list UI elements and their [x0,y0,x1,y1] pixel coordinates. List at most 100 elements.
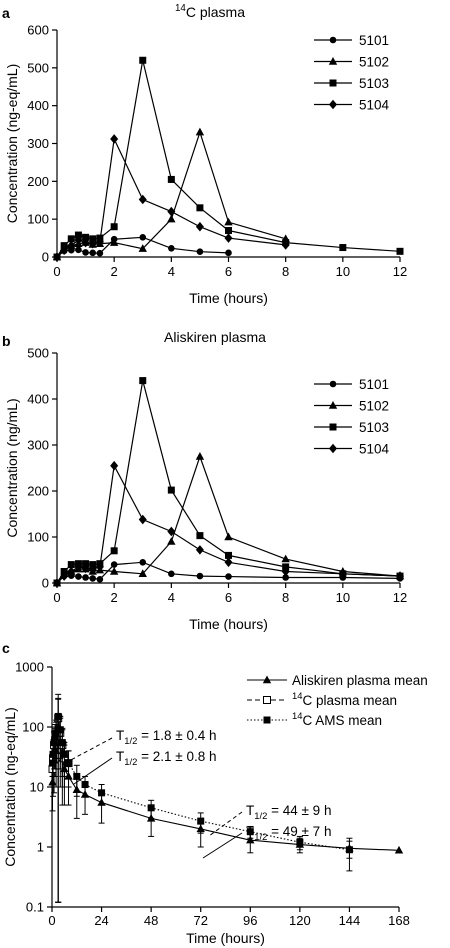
data-point [50,739,58,747]
data-point [49,750,57,758]
x-tick-label: 2 [111,590,118,605]
data-point [138,244,147,252]
x-tick-label: 10 [336,590,350,605]
x-tick-label: 10 [336,264,350,279]
legend-entry: 5103 [314,420,389,435]
data-point [96,576,104,583]
y-tick-label: 1 [37,840,44,855]
y-axis-label: Concentration (ng-eq/mL) [2,707,18,867]
x-tick-label: 4 [168,264,175,279]
data-point [167,206,176,217]
data-point [139,377,147,385]
data-point [82,574,89,581]
legend-label: 5101 [359,33,389,48]
data-point [224,217,233,226]
x-tick-label: 8 [282,590,289,605]
data-point [167,526,176,537]
superscript: 14 [175,3,186,14]
data-point [225,573,232,580]
x-axis-label: Time (hours) [189,290,268,306]
data-point [139,56,147,64]
legend-entry: 5101 [314,33,389,48]
series-line [51,726,400,851]
data-point [110,547,118,555]
y-tick-label: 400 [27,392,49,407]
annotation-text: T1/2 = 2.1 ± 0.8 h [116,749,216,768]
legend-entry: 5102 [314,55,389,70]
data-point [74,231,82,239]
data-point [74,235,83,245]
legend-label: Aliskiren plasma mean [292,673,428,688]
data-point [394,845,404,854]
data-point [110,134,119,144]
x-tick-label: 4 [168,590,175,605]
data-point [81,563,90,574]
x-tick-label: 144 [339,913,361,928]
legend-label: 5104 [359,98,390,113]
legend-label: 5104 [359,442,390,457]
legend-entry: 5103 [314,76,389,91]
y-tick-label: 400 [27,98,49,113]
x-axis-label: Time (hours) [189,616,268,632]
data-point [167,214,176,223]
data-point [89,235,97,243]
data-point [224,532,233,541]
data-point [139,559,147,566]
legend-label: 5102 [359,399,389,414]
x-tick-label: 72 [193,913,207,928]
y-axis-label: Concentration (ng-eq/mL) [4,64,20,224]
x-tick-label: 0 [53,590,60,605]
data-point [338,569,347,579]
data-point [67,240,76,251]
data-point [396,571,404,581]
legend-marker [263,696,271,704]
data-point [282,574,289,581]
text-part: C AMS mean [303,713,383,728]
data-point [109,567,119,575]
legend-marker [329,99,337,110]
data-point [88,564,97,574]
data-point [196,572,204,580]
data-point [60,750,68,758]
series-5103 [53,56,404,261]
data-point [53,252,61,262]
legend-marker [329,380,337,388]
legend-marker [329,443,337,454]
y-tick-label: 200 [27,174,49,189]
panel-label: b [2,333,11,349]
legend-entry: 14C AMS mean [247,711,382,728]
superscript: 14 [292,711,303,722]
x-axis-label: Time (hours) [186,930,265,946]
series-5104 [53,134,290,262]
x-tick-label: 96 [243,913,257,928]
text-part: C plasma mean [303,693,398,708]
text-part: C plasma [186,4,245,20]
data-point [225,227,232,235]
y-tick-label: 100 [27,212,49,227]
legend-entry: 14C plasma mean [247,691,397,708]
data-point [281,240,290,250]
data-point [110,223,118,231]
x-tick-label: 120 [289,913,311,928]
y-tick-label: 600 [27,23,49,38]
x-tick-label: 8 [282,264,289,279]
panel-label: a [2,5,10,21]
data-point [75,573,82,580]
subscript: 1/2 [254,832,267,843]
legend-label: 5103 [359,420,389,435]
y-tick-label: 200 [27,484,49,499]
x-tick-label: 12 [393,264,407,279]
data-point [53,578,61,588]
data-point [246,835,255,844]
superscript: 14 [292,691,303,702]
x-tick-label: 48 [144,913,158,928]
data-point [73,772,81,780]
annotation-text: T1/2 = 1.8 ± 0.4 h [116,728,216,747]
data-point [81,781,89,789]
y-tick-label: 300 [27,136,49,151]
x-tick-label: 6 [225,264,232,279]
data-point [74,562,83,572]
y-tick-label: 300 [27,438,49,453]
legend-entry: 5104 [314,442,390,457]
